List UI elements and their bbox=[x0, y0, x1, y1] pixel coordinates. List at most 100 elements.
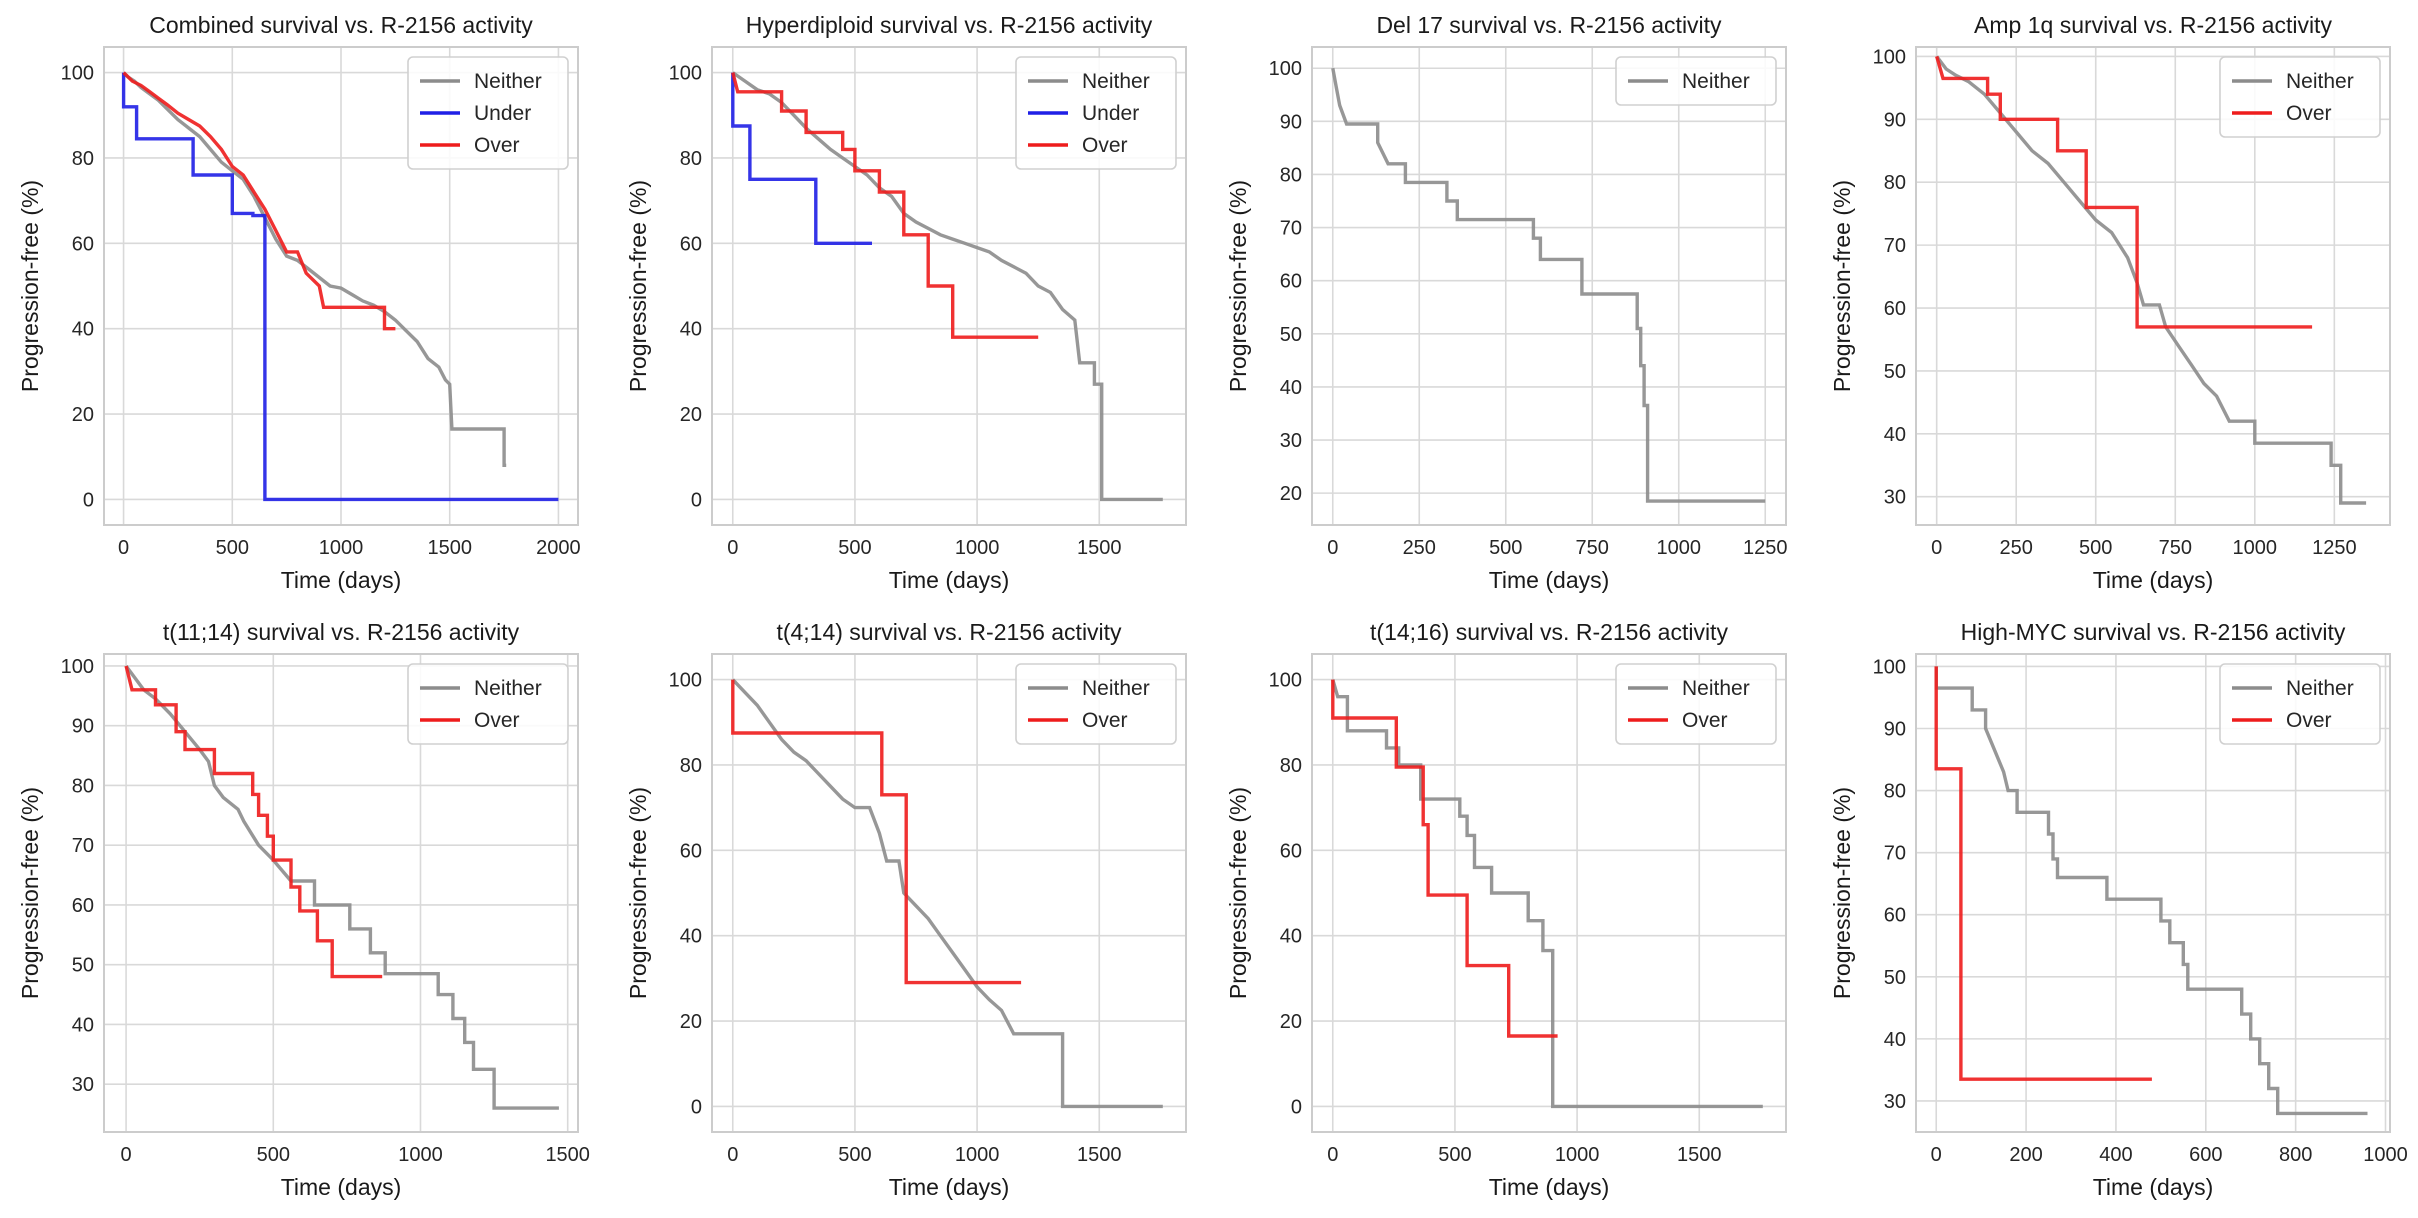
y-tick-label: 100 bbox=[669, 63, 702, 85]
y-tick-label: 80 bbox=[72, 148, 94, 170]
x-tick-label: 0 bbox=[118, 537, 129, 559]
y-tick-label: 40 bbox=[680, 319, 702, 341]
legend-label-over: Over bbox=[2286, 709, 2332, 732]
series-line-over bbox=[731, 679, 1022, 985]
x-tick-label: 1500 bbox=[427, 537, 472, 559]
plot-frame bbox=[1915, 653, 2391, 1133]
legend-label-neither: Neither bbox=[2286, 677, 2354, 700]
chart-title: Amp 1q survival vs. R-2156 activity bbox=[1974, 12, 2332, 38]
x-tick-label: 1000 bbox=[2363, 1144, 2408, 1166]
legend-box bbox=[1615, 663, 1777, 745]
y-tick-label: 80 bbox=[1280, 164, 1302, 186]
legend-box bbox=[407, 663, 569, 745]
y-tick-label: 30 bbox=[1884, 487, 1906, 509]
series-line-under bbox=[731, 72, 872, 246]
y-tick-label: 50 bbox=[1884, 967, 1906, 989]
plot-frame bbox=[103, 46, 579, 526]
x-tick-label: 800 bbox=[2279, 1144, 2312, 1166]
x-axis-label: Time (days) bbox=[2093, 567, 2214, 593]
x-tick-label: 250 bbox=[1403, 537, 1436, 559]
y-tick-label: 20 bbox=[1280, 1011, 1302, 1033]
y-tick-label: 40 bbox=[1884, 424, 1906, 446]
y-tick-label: 60 bbox=[1884, 905, 1906, 927]
x-tick-label: 0 bbox=[121, 1144, 132, 1166]
x-tick-label: 1500 bbox=[545, 1144, 590, 1166]
plot-frame bbox=[711, 46, 1187, 526]
y-axis-label: Progression-free (%) bbox=[17, 787, 43, 999]
series-line-under bbox=[121, 72, 559, 502]
y-tick-label: 50 bbox=[1884, 361, 1906, 383]
chart-title: Combined survival vs. R-2156 activity bbox=[149, 12, 533, 38]
y-tick-label: 100 bbox=[1873, 656, 1906, 678]
y-axis-label: Progression-free (%) bbox=[17, 180, 43, 392]
x-tick-label: 1000 bbox=[319, 537, 364, 559]
legend-label-neither: Neither bbox=[1082, 70, 1150, 93]
x-tick-label: 0 bbox=[1931, 537, 1942, 559]
chart-title: Del 17 survival vs. R-2156 activity bbox=[1376, 12, 1722, 38]
x-axis-label: Time (days) bbox=[2093, 1174, 2214, 1200]
series-line-over bbox=[1935, 55, 2313, 329]
chart-title: t(14;16) survival vs. R-2156 activity bbox=[1370, 619, 1728, 645]
legend-label-neither: Neither bbox=[474, 70, 542, 93]
x-tick-label: 2000 bbox=[536, 537, 581, 559]
y-tick-label: 60 bbox=[72, 895, 94, 917]
series-line-neither bbox=[731, 71, 1163, 502]
y-tick-label: 90 bbox=[72, 716, 94, 738]
y-tick-label: 0 bbox=[1291, 1096, 1302, 1118]
y-tick-label: 60 bbox=[1280, 271, 1302, 293]
y-tick-label: 60 bbox=[680, 840, 702, 862]
series-line-over bbox=[1331, 679, 1558, 1038]
plot-frame bbox=[1915, 46, 2391, 526]
series-line-neither bbox=[1934, 666, 2368, 1116]
y-tick-label: 90 bbox=[1884, 718, 1906, 740]
x-tick-label: 1000 bbox=[398, 1144, 443, 1166]
x-tick-label: 500 bbox=[1438, 1144, 1471, 1166]
legend-label-neither: Neither bbox=[1682, 70, 1750, 93]
y-axis-label: Progression-free (%) bbox=[1829, 787, 1855, 999]
legend-label-neither: Neither bbox=[1082, 677, 1150, 700]
x-axis-label: Time (days) bbox=[281, 567, 402, 593]
y-axis-label: Progression-free (%) bbox=[625, 787, 651, 999]
legend-box bbox=[407, 56, 569, 170]
x-tick-label: 1250 bbox=[2312, 537, 2357, 559]
chart-title: Hyperdiploid survival vs. R-2156 activit… bbox=[746, 12, 1153, 38]
series-line-over bbox=[122, 71, 396, 331]
x-tick-label: 0 bbox=[1327, 537, 1338, 559]
legend-label-over: Over bbox=[2286, 102, 2332, 125]
y-tick-label: 40 bbox=[680, 926, 702, 948]
x-tick-label: 1000 bbox=[1656, 537, 1701, 559]
y-tick-label: 90 bbox=[1280, 111, 1302, 133]
series-line-neither bbox=[731, 678, 1163, 1109]
y-tick-label: 50 bbox=[72, 955, 94, 977]
y-tick-label: 0 bbox=[83, 489, 94, 511]
y-tick-label: 70 bbox=[1280, 218, 1302, 240]
legend-label-neither: Neither bbox=[474, 677, 542, 700]
y-tick-label: 0 bbox=[691, 1096, 702, 1118]
x-tick-label: 750 bbox=[2159, 537, 2192, 559]
y-tick-label: 30 bbox=[72, 1074, 94, 1096]
x-tick-label: 400 bbox=[2099, 1144, 2132, 1166]
series-line-neither bbox=[1331, 67, 1766, 503]
series-line-over bbox=[1934, 666, 2152, 1081]
x-tick-label: 500 bbox=[838, 537, 871, 559]
y-tick-label: 80 bbox=[72, 775, 94, 797]
series-line-neither bbox=[1935, 55, 2367, 505]
x-axis-label: Time (days) bbox=[889, 1174, 1010, 1200]
y-tick-label: 40 bbox=[1280, 377, 1302, 399]
legend-box bbox=[1015, 663, 1177, 745]
x-axis-label: Time (days) bbox=[1489, 1174, 1610, 1200]
y-axis-label: Progression-free (%) bbox=[1225, 180, 1251, 392]
legend-label-over: Over bbox=[474, 709, 520, 732]
legend-box bbox=[1015, 56, 1177, 170]
y-tick-label: 100 bbox=[1269, 58, 1302, 80]
x-tick-label: 250 bbox=[2000, 537, 2033, 559]
